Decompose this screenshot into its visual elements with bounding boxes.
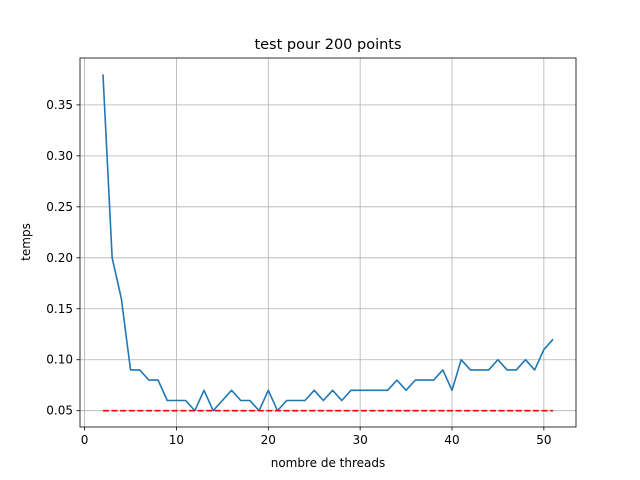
y-tick-label: 0.15 xyxy=(46,302,73,316)
y-tick-label: 0.30 xyxy=(46,149,73,163)
grid xyxy=(80,58,576,427)
x-axis: 0 10 20 30 40 50 xyxy=(81,427,551,447)
y-tick-label: 0.05 xyxy=(46,404,73,418)
series-group xyxy=(102,74,554,412)
x-tick-label: 20 xyxy=(261,433,276,447)
x-axis-label: nombre de threads xyxy=(271,456,386,470)
series-line-0 xyxy=(102,74,554,412)
y-tick-label: 0.25 xyxy=(46,200,73,214)
y-tick-label: 0.20 xyxy=(46,251,73,265)
y-tick-label: 0.35 xyxy=(46,98,73,112)
y-axis: 0.05 0.10 0.15 0.20 0.25 0.30 0.35 xyxy=(46,98,80,418)
x-tick-label: 10 xyxy=(169,433,184,447)
y-tick-label: 0.10 xyxy=(46,353,73,367)
y-axis-label: temps xyxy=(19,223,33,261)
x-tick-label: 0 xyxy=(81,433,89,447)
x-tick-label: 50 xyxy=(536,433,551,447)
chart-title: test pour 200 points xyxy=(254,37,401,53)
x-tick-label: 40 xyxy=(444,433,459,447)
x-tick-label: 30 xyxy=(353,433,368,447)
plot-frame xyxy=(79,57,577,428)
